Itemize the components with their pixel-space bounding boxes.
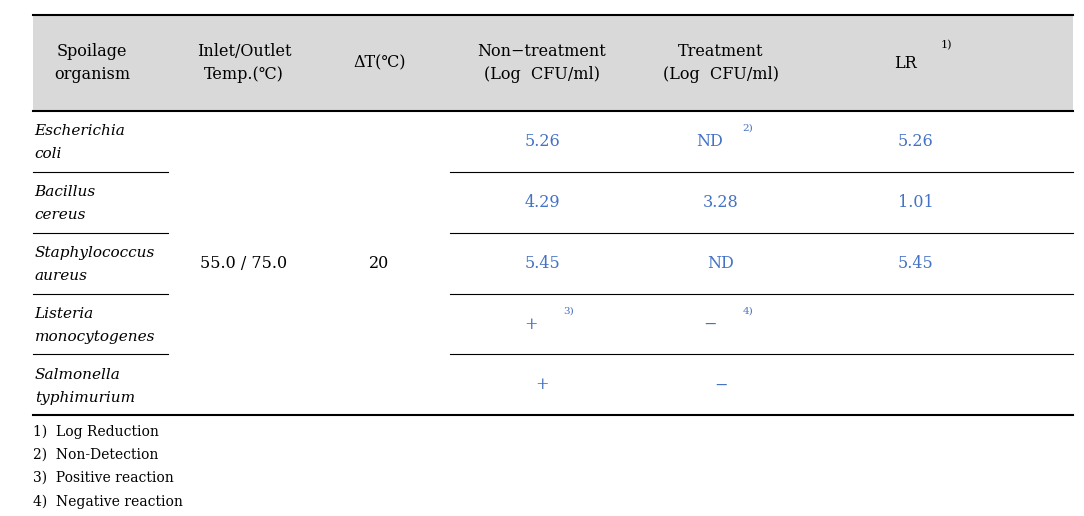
Text: Listeria: Listeria bbox=[35, 307, 94, 320]
Text: Escherichia: Escherichia bbox=[35, 124, 126, 138]
Text: ΔT(℃): ΔT(℃) bbox=[353, 55, 405, 72]
Text: Spoilage
organism: Spoilage organism bbox=[54, 43, 130, 84]
Text: LR: LR bbox=[894, 55, 916, 72]
Text: 2)  Non-Detection: 2) Non-Detection bbox=[33, 448, 158, 462]
Text: Treatment
(Log  CFU/ml): Treatment (Log CFU/ml) bbox=[662, 43, 779, 84]
Text: cereus: cereus bbox=[35, 208, 87, 222]
Text: 2): 2) bbox=[743, 124, 753, 133]
Text: 4.29: 4.29 bbox=[525, 194, 559, 211]
Text: 3)  Positive reaction: 3) Positive reaction bbox=[33, 471, 173, 485]
Text: aureus: aureus bbox=[35, 269, 88, 283]
Text: ND: ND bbox=[697, 133, 723, 150]
Text: 5.26: 5.26 bbox=[525, 133, 559, 150]
Text: 55.0 / 75.0: 55.0 / 75.0 bbox=[201, 255, 287, 271]
Text: −: − bbox=[714, 377, 727, 393]
Text: typhimurium: typhimurium bbox=[35, 391, 134, 405]
Text: 4): 4) bbox=[743, 307, 753, 316]
Text: Inlet/Outlet
Temp.(℃): Inlet/Outlet Temp.(℃) bbox=[196, 43, 292, 84]
Text: 4)  Negative reaction: 4) Negative reaction bbox=[33, 494, 182, 509]
Text: +: + bbox=[525, 316, 538, 332]
Text: Non−treatment
(Log  CFU/ml): Non−treatment (Log CFU/ml) bbox=[478, 43, 606, 84]
Text: 3.28: 3.28 bbox=[704, 194, 738, 211]
Text: 5.26: 5.26 bbox=[899, 133, 933, 150]
Text: 1): 1) bbox=[941, 40, 952, 50]
Text: 20: 20 bbox=[370, 255, 389, 271]
Text: 5.45: 5.45 bbox=[899, 255, 933, 271]
Text: +: + bbox=[535, 377, 549, 393]
Text: Bacillus: Bacillus bbox=[35, 185, 96, 199]
Text: ND: ND bbox=[708, 255, 734, 271]
Text: 5.45: 5.45 bbox=[525, 255, 559, 271]
Text: 1)  Log Reduction: 1) Log Reduction bbox=[33, 425, 158, 439]
Bar bbox=[33, 15, 1073, 111]
Text: −: − bbox=[704, 316, 717, 332]
Text: 3): 3) bbox=[564, 307, 575, 316]
Text: Salmonella: Salmonella bbox=[35, 367, 120, 381]
Text: 1.01: 1.01 bbox=[899, 194, 933, 211]
Text: coli: coli bbox=[35, 147, 62, 161]
Text: monocytogenes: monocytogenes bbox=[35, 330, 155, 344]
Text: Staphylococcus: Staphylococcus bbox=[35, 246, 155, 260]
